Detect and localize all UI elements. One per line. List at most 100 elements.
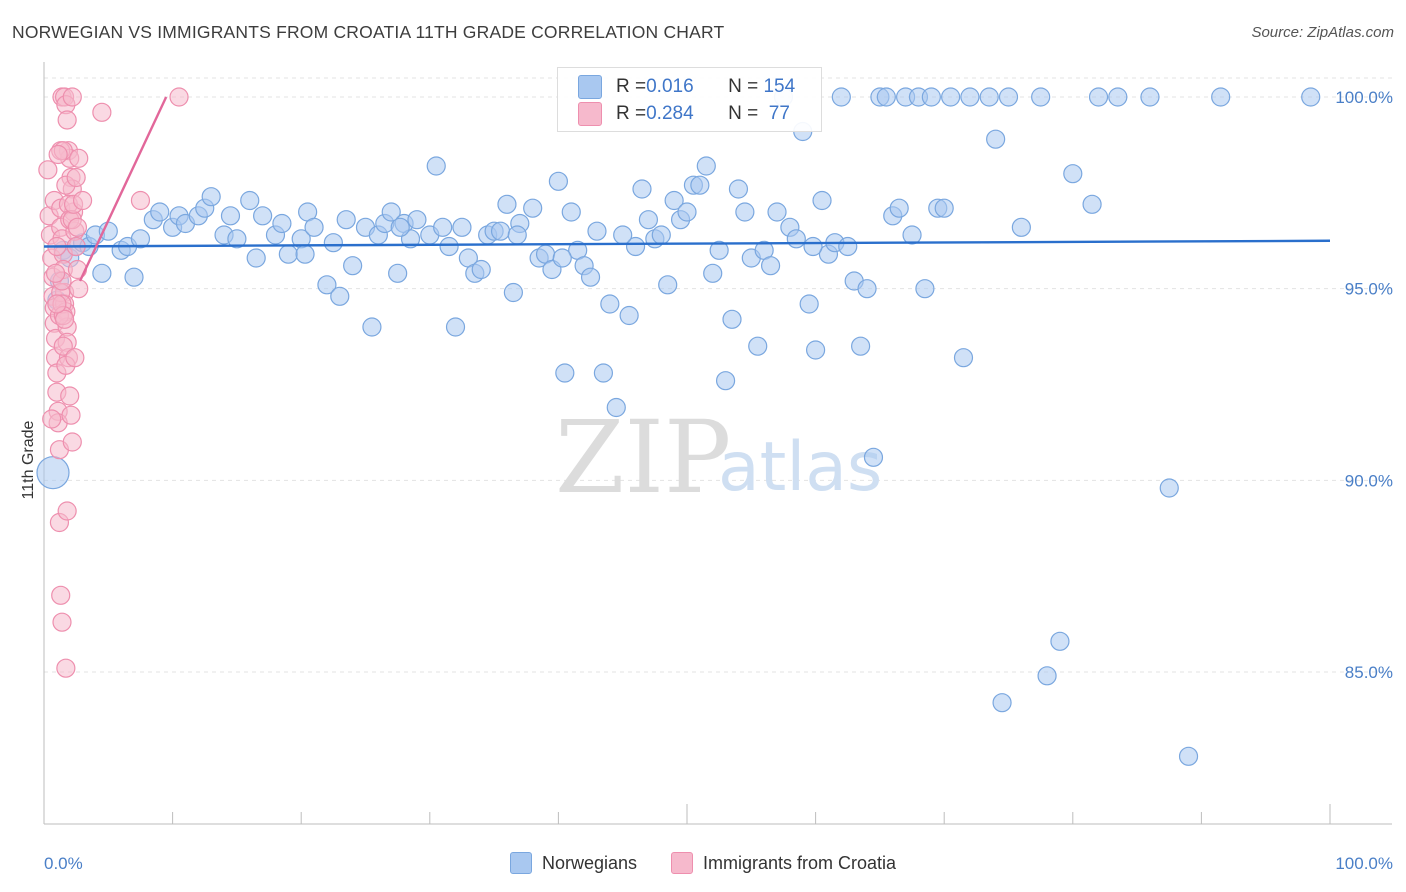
norwegian-point xyxy=(587,221,607,241)
norwegian-point xyxy=(915,279,935,299)
x-tick-label: 100.0% xyxy=(1335,854,1393,873)
norwegian-point xyxy=(227,229,247,249)
norwegian-point xyxy=(201,187,221,207)
croatia-point xyxy=(60,386,80,406)
norwegian-point xyxy=(497,194,517,214)
legend-item-norwegians[interactable]: Norwegians xyxy=(509,852,637,874)
legend-item-croatia[interactable]: Immigrants from Croatia xyxy=(671,852,896,874)
norwegian-point xyxy=(362,317,382,337)
croatia-swatch xyxy=(578,102,602,126)
croatia-point xyxy=(38,160,58,180)
croatia-point xyxy=(72,190,93,211)
croatia-point xyxy=(56,658,76,678)
croatia-point xyxy=(66,167,86,188)
norwegian-point xyxy=(490,221,511,241)
norwegian-point xyxy=(561,202,581,222)
norwegian-point xyxy=(323,233,343,253)
norwegian-point xyxy=(552,248,572,268)
norwegian-point xyxy=(690,175,710,195)
norwegian-point xyxy=(696,156,716,176)
norwegian-point xyxy=(523,198,543,218)
norwegian-point xyxy=(953,348,974,368)
legend-row-norwegians: R = 0.016 N = 154 xyxy=(578,74,795,100)
norwegian-point xyxy=(709,240,729,260)
r-value: 0.284 xyxy=(646,103,694,124)
norwegian-point xyxy=(960,87,980,107)
legend-label-croatia: Immigrants from Croatia xyxy=(703,852,897,873)
r-label: R = xyxy=(616,103,647,124)
chart-title: NORWEGIAN VS IMMIGRANTS FROM CROATIA 11T… xyxy=(12,22,725,42)
norwegian-point xyxy=(876,87,896,107)
norwegian-point xyxy=(1037,666,1057,686)
norwegian-point xyxy=(246,248,266,268)
norwegian-point xyxy=(1050,631,1070,651)
croatia-point xyxy=(42,409,62,429)
norwegian-point xyxy=(812,190,832,211)
norwegian-point xyxy=(253,206,273,226)
norwegian-point xyxy=(722,309,742,329)
norwegian-point xyxy=(548,171,569,191)
norwegian-point xyxy=(921,87,941,107)
norwegian-point xyxy=(998,87,1019,107)
croatia-point xyxy=(69,279,89,299)
croatia-trend-line xyxy=(78,96,168,282)
y-tick-label: 95.0% xyxy=(1345,280,1393,299)
norwegian-point xyxy=(98,221,118,241)
croatia-legend-swatch xyxy=(671,852,693,874)
norwegian-point xyxy=(1178,746,1199,766)
r-value: 0.016 xyxy=(646,76,694,97)
norwegian-point xyxy=(130,229,151,249)
croatia-point xyxy=(51,585,71,605)
norwegian-point xyxy=(36,456,70,490)
norwegian-point xyxy=(979,87,999,107)
norwegian-point xyxy=(390,217,410,237)
norwegian-point xyxy=(1211,87,1231,107)
norwegian-point xyxy=(838,236,858,257)
norwegian-point xyxy=(240,190,260,211)
norwegian-point xyxy=(445,317,466,337)
norwegian-point xyxy=(638,210,659,230)
norwegian-point xyxy=(92,263,112,283)
norwegian-point xyxy=(381,202,401,222)
norwegian-point xyxy=(857,279,877,299)
norwegian-point xyxy=(889,198,909,218)
norwegian-point xyxy=(613,225,633,245)
y-tick-label: 85.0% xyxy=(1345,663,1393,682)
norwegian-point xyxy=(805,340,826,360)
norwegian-point xyxy=(803,236,823,257)
norwegian-point xyxy=(715,371,736,391)
croatia-point xyxy=(92,102,112,122)
norwegian-point xyxy=(1159,478,1179,498)
y-axis-label: 11th Grade xyxy=(20,420,37,499)
norwegian-point xyxy=(1063,164,1083,184)
norwegian-point xyxy=(703,263,723,283)
norwegian-point xyxy=(304,217,324,237)
watermark-atlas: atlas xyxy=(718,428,882,507)
norwegian-point xyxy=(941,87,961,107)
norwegian-point xyxy=(220,206,241,226)
y-tick-labels: 100.0% 95.0% 90.0% 85.0% xyxy=(1335,88,1393,682)
norwegian-point xyxy=(580,267,601,287)
norwegian-point xyxy=(677,202,697,222)
norwegian-point xyxy=(625,236,646,257)
croatia-point xyxy=(62,87,82,107)
croatia-point xyxy=(130,190,151,211)
croatia-point xyxy=(67,217,88,237)
croatia-point xyxy=(57,110,77,130)
norwegian-point xyxy=(503,282,523,303)
croatia-point xyxy=(53,336,73,356)
watermark: ZIP atlas xyxy=(555,399,882,516)
series-legend: Norwegians Immigrants from Croatia xyxy=(0,852,1406,874)
norwegian-point xyxy=(606,397,626,418)
norwegians-points xyxy=(36,87,1321,766)
norwegian-point xyxy=(632,179,652,199)
norwegian-point xyxy=(336,210,356,230)
x-tick-label: 0.0% xyxy=(44,854,83,873)
norwegian-point xyxy=(786,229,806,249)
norwegian-point xyxy=(452,217,472,237)
norwegian-point xyxy=(767,202,787,222)
norwegian-point xyxy=(728,179,749,199)
croatia-point xyxy=(52,612,72,632)
n-label: N = xyxy=(728,103,764,124)
